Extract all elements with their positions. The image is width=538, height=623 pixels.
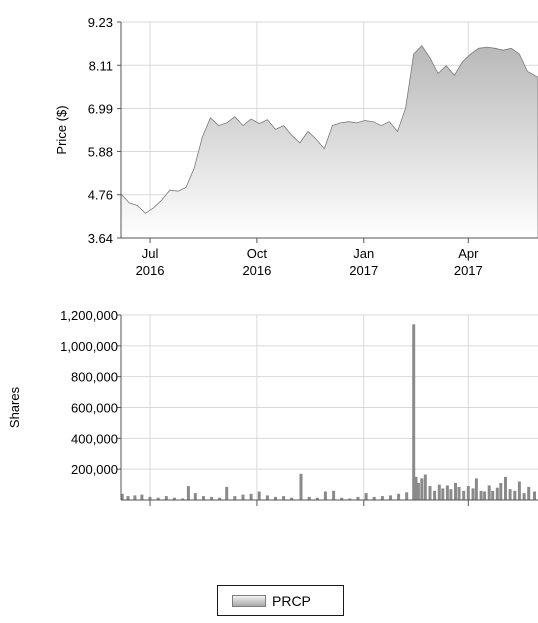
volume-bar [307,496,311,500]
price-x-tick-month: Oct [247,246,268,261]
volume-bar [186,486,190,500]
price-x-tick-year: 2016 [136,263,165,278]
legend-swatch [232,594,266,607]
volume-bar [445,485,449,500]
volume-bar [290,497,294,500]
volume-bar [372,496,376,500]
volume-bar [133,495,137,500]
volume-bar [420,478,424,500]
volume-bar [299,473,303,500]
volume-bar [148,496,152,500]
volume-bar [487,485,491,500]
price-y-tick-label: 8.11 [89,58,113,73]
volume-bar [508,489,512,500]
volume-bar [405,492,409,500]
price-x-tick-month: Apr [458,246,479,261]
volume-bar [414,476,418,500]
price-x-tick-year: 2017 [349,263,378,278]
volume-bar [356,496,360,500]
volume-bar [164,496,168,500]
volume-bar [364,493,368,500]
price-y-tick-label: 6.99 [88,102,113,117]
volume-y-tick-label: 200,000 [71,462,118,477]
volume-bar [433,490,437,501]
volume-bar [449,489,453,500]
price-y-tick-label: 5.88 [88,144,113,159]
volume-bar [474,478,478,500]
price-x-tick-month: Jul [142,246,159,261]
volume-bar [315,497,319,500]
volume-bar [397,493,401,500]
volume-bar [126,496,130,500]
volume-bar [491,490,495,501]
legend-label: PRCP [272,592,311,609]
volume-y-tick-label: 1,200,000 [60,308,118,323]
volume-y-tick-label: 800,000 [71,370,118,385]
price-y-axis-label: Price ($) [54,105,69,154]
volume-y-tick-label: 600,000 [71,401,118,416]
volume-y-tick-label: 400,000 [71,431,118,446]
volume-bar [462,490,466,501]
volume-bar [340,497,344,500]
price-y-tick-label: 9.23 [88,15,113,30]
volume-bar [156,497,160,500]
volume-bar [504,476,507,500]
volume-bar [265,495,269,500]
volume-bar [202,496,205,500]
volume-bar [172,497,176,500]
volume-bar [454,483,457,500]
volume-bar [495,487,499,500]
price-x-tick-year: 2017 [454,263,483,278]
volume-bar [181,498,185,500]
volume-bar [233,496,237,500]
volume-bar [527,486,531,500]
volume-bar [412,324,416,501]
volume-bar [522,493,526,500]
volume-bar [249,493,253,500]
volume-bar [416,483,420,500]
volume-bar [499,483,503,500]
volume-bar [348,498,352,500]
volume-bar [471,488,475,500]
volume-bar [274,496,277,500]
volume-bar [428,486,432,500]
volume-bar [517,481,521,500]
volume-bar [380,496,384,500]
volume-bar [479,490,483,501]
volume-bar [466,486,470,500]
volume-bar [483,491,487,500]
price-y-tick-label: 4.76 [88,188,113,203]
volume-bar [120,493,124,500]
volume-bar [323,491,327,500]
volume-bar [437,484,441,500]
volume-bar [441,488,445,500]
volume-bar [241,494,245,500]
price-x-tick-year: 2016 [242,263,271,278]
volume-bar [210,496,214,500]
price-y-tick-label: 3.64 [88,231,113,246]
volume-y-tick-label: 1,000,000 [60,339,118,354]
price-x-tick-month: Jan [353,246,374,261]
volume-bar [457,486,461,500]
volume-bar [140,494,144,500]
legend: PRCP [217,585,344,616]
volume-bar [389,495,392,500]
volume-bar [257,491,261,500]
volume-bar [193,493,197,500]
volume-y-axis-label: Shares [7,386,22,428]
volume-bar [533,491,536,500]
price-area-series [121,44,538,238]
volume-bar [218,497,222,500]
price-chart: 9.23 8.11 6.99 5.88 4.76 3.64 Jul 2016 Oct 2016 Ja… [54,15,538,278]
volume-bar [332,490,336,501]
volume-bar [513,490,517,501]
volume-bar [282,496,286,500]
volume-bar [225,486,229,500]
volume-chart: 1,200,000 1,000,000 800,000 600,000 400,000 2… [7,308,538,506]
volume-bar [423,474,427,500]
